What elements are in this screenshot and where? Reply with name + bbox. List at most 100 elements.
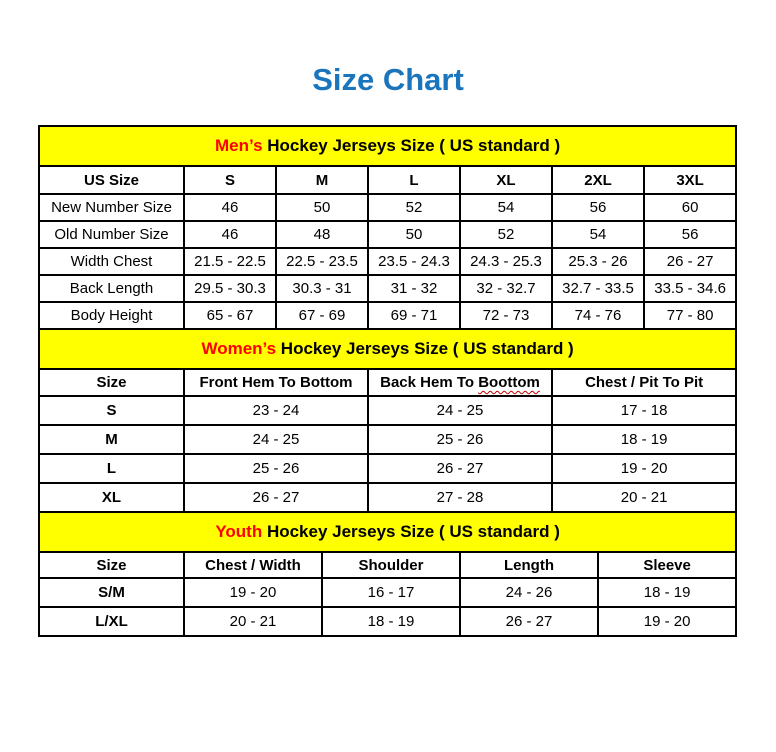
table-cell: 17 - 18: [550, 395, 738, 426]
table-row: XL 26 - 27 27 - 28 20 - 21: [38, 482, 738, 513]
table-cell: 50: [367, 220, 461, 249]
table-row: L/XL 20 - 21 18 - 19 26 - 27 19 - 20: [38, 606, 738, 637]
youth-section-banner: Youth Hockey Jerseys Size ( US standard …: [37, 511, 738, 553]
mens-banner-accent: Men’s: [215, 136, 263, 155]
youth-banner-accent: Youth: [215, 522, 263, 541]
row-label: S: [38, 395, 185, 426]
table-cell: 56: [642, 220, 738, 249]
row-label: XL: [38, 482, 185, 513]
mens-column-header: XL: [459, 165, 553, 195]
row-label: Width Chest: [38, 247, 185, 276]
table-cell: 46: [183, 193, 277, 222]
table-cell: 30.3 - 31: [275, 274, 369, 303]
mens-banner-cell: Men’s Hockey Jerseys Size ( US standard …: [37, 125, 738, 167]
size-chart-document: Size Chart Men’s Hockey Jerseys Size ( U…: [0, 60, 776, 637]
table-cell: 20 - 21: [550, 482, 738, 513]
table-cell: 24.3 - 25.3: [459, 247, 553, 276]
table-cell: 60: [642, 193, 738, 222]
table-cell: 52: [459, 220, 553, 249]
youth-column-header: Shoulder: [321, 551, 461, 579]
table-cell: 19 - 20: [596, 606, 738, 637]
table-cell: 48: [275, 220, 369, 249]
table-row: Old Number Size 46 48 50 52 54 56: [38, 220, 738, 249]
mens-header-row: US Size S M L XL 2XL 3XL: [38, 165, 738, 195]
table-cell: 23 - 24: [183, 395, 369, 426]
row-label: New Number Size: [38, 193, 185, 222]
table-cell: 19 - 20: [183, 577, 323, 608]
womens-header-row: Size Front Hem To Bottom Back Hem To Boo…: [38, 368, 738, 397]
womens-section-banner: Women’s Hockey Jerseys Size ( US standar…: [37, 328, 738, 370]
table-cell: 24 - 26: [459, 577, 599, 608]
table-cell: 54: [551, 220, 645, 249]
table-cell: 31 - 32: [367, 274, 461, 303]
table-cell: 18 - 19: [321, 606, 461, 637]
table-cell: 22.5 - 23.5: [275, 247, 369, 276]
womens-banner-text: Hockey Jerseys Size ( US standard ): [276, 339, 574, 358]
table-cell: 18 - 19: [596, 577, 738, 608]
table-row: M 24 - 25 25 - 26 18 - 19: [38, 424, 738, 455]
table-cell: 32.7 - 33.5: [551, 274, 645, 303]
table-cell: 56: [551, 193, 645, 222]
table-cell: 32 - 32.7: [459, 274, 553, 303]
table-cell: 25 - 26: [367, 424, 553, 455]
youth-header-row: Size Chest / Width Shoulder Length Sleev…: [38, 551, 738, 579]
table-cell: 21.5 - 22.5: [183, 247, 277, 276]
table-row: S/M 19 - 20 16 - 17 24 - 26 18 - 19: [38, 577, 738, 608]
table-row: Body Height 65 - 67 67 - 69 69 - 71 72 -…: [38, 301, 738, 330]
mens-column-header: L: [367, 165, 461, 195]
table-cell: 54: [459, 193, 553, 222]
youth-banner-text: Hockey Jerseys Size ( US standard ): [262, 522, 560, 541]
table-cell: 26 - 27: [183, 482, 369, 513]
table-cell: 26 - 27: [642, 247, 738, 276]
mens-section-banner: Men’s Hockey Jerseys Size ( US standard …: [37, 125, 738, 167]
table-cell: 18 - 19: [550, 424, 738, 455]
table-cell: 46: [183, 220, 277, 249]
row-label: L: [38, 453, 185, 484]
youth-column-header: Length: [459, 551, 599, 579]
page-title: Size Chart: [312, 62, 464, 97]
mens-column-header: 3XL: [642, 165, 738, 195]
womens-banner-accent: Women’s: [201, 339, 277, 358]
table-row: New Number Size 46 50 52 54 56 60: [38, 193, 738, 222]
table-row: Width Chest 21.5 - 22.5 22.5 - 23.5 23.5…: [38, 247, 738, 276]
table-row: Back Length 29.5 - 30.3 30.3 - 31 31 - 3…: [38, 274, 738, 303]
table-row: S 23 - 24 24 - 25 17 - 18: [38, 395, 738, 426]
table-cell: 24 - 25: [367, 395, 553, 426]
mens-column-header: S: [183, 165, 277, 195]
table-cell: 25.3 - 26: [551, 247, 645, 276]
womens-banner-cell: Women’s Hockey Jerseys Size ( US standar…: [37, 328, 738, 370]
womens-column-header: Size: [38, 368, 185, 397]
row-label: Back Length: [38, 274, 185, 303]
row-label: L/XL: [38, 606, 185, 637]
size-chart-table: Men’s Hockey Jerseys Size ( US standard …: [37, 125, 738, 637]
mens-column-header: 2XL: [551, 165, 645, 195]
table-cell: 24 - 25: [183, 424, 369, 455]
table-cell: 72 - 73: [459, 301, 553, 330]
womens-column-header: Chest / Pit To Pit: [550, 368, 738, 397]
table-cell: 67 - 69: [275, 301, 369, 330]
womens-column-header-text: Back Hem To: [380, 374, 479, 391]
womens-column-header: Front Hem To Bottom: [183, 368, 369, 397]
table-cell: 52: [367, 193, 461, 222]
youth-column-header: Sleeve: [596, 551, 738, 579]
table-cell: 50: [275, 193, 369, 222]
table-cell: 33.5 - 34.6: [642, 274, 738, 303]
youth-banner-cell: Youth Hockey Jerseys Size ( US standard …: [37, 511, 738, 553]
table-cell: 69 - 71: [367, 301, 461, 330]
table-cell: 16 - 17: [321, 577, 461, 608]
table-cell: 29.5 - 30.3: [183, 274, 277, 303]
misspelled-word: Boottom: [478, 374, 540, 391]
table-cell: 74 - 76: [551, 301, 645, 330]
row-label: S/M: [38, 577, 185, 608]
table-cell: 27 - 28: [367, 482, 553, 513]
table-cell: 19 - 20: [550, 453, 738, 484]
womens-column-header: Back Hem To Boottom: [367, 368, 553, 397]
table-cell: 77 - 80: [642, 301, 738, 330]
youth-column-header: Size: [38, 551, 185, 579]
table-cell: 23.5 - 24.3: [367, 247, 461, 276]
mens-column-header: US Size: [38, 165, 185, 195]
table-row: L 25 - 26 26 - 27 19 - 20: [38, 453, 738, 484]
table-cell: 26 - 27: [367, 453, 553, 484]
table-cell: 25 - 26: [183, 453, 369, 484]
row-label: Old Number Size: [38, 220, 185, 249]
